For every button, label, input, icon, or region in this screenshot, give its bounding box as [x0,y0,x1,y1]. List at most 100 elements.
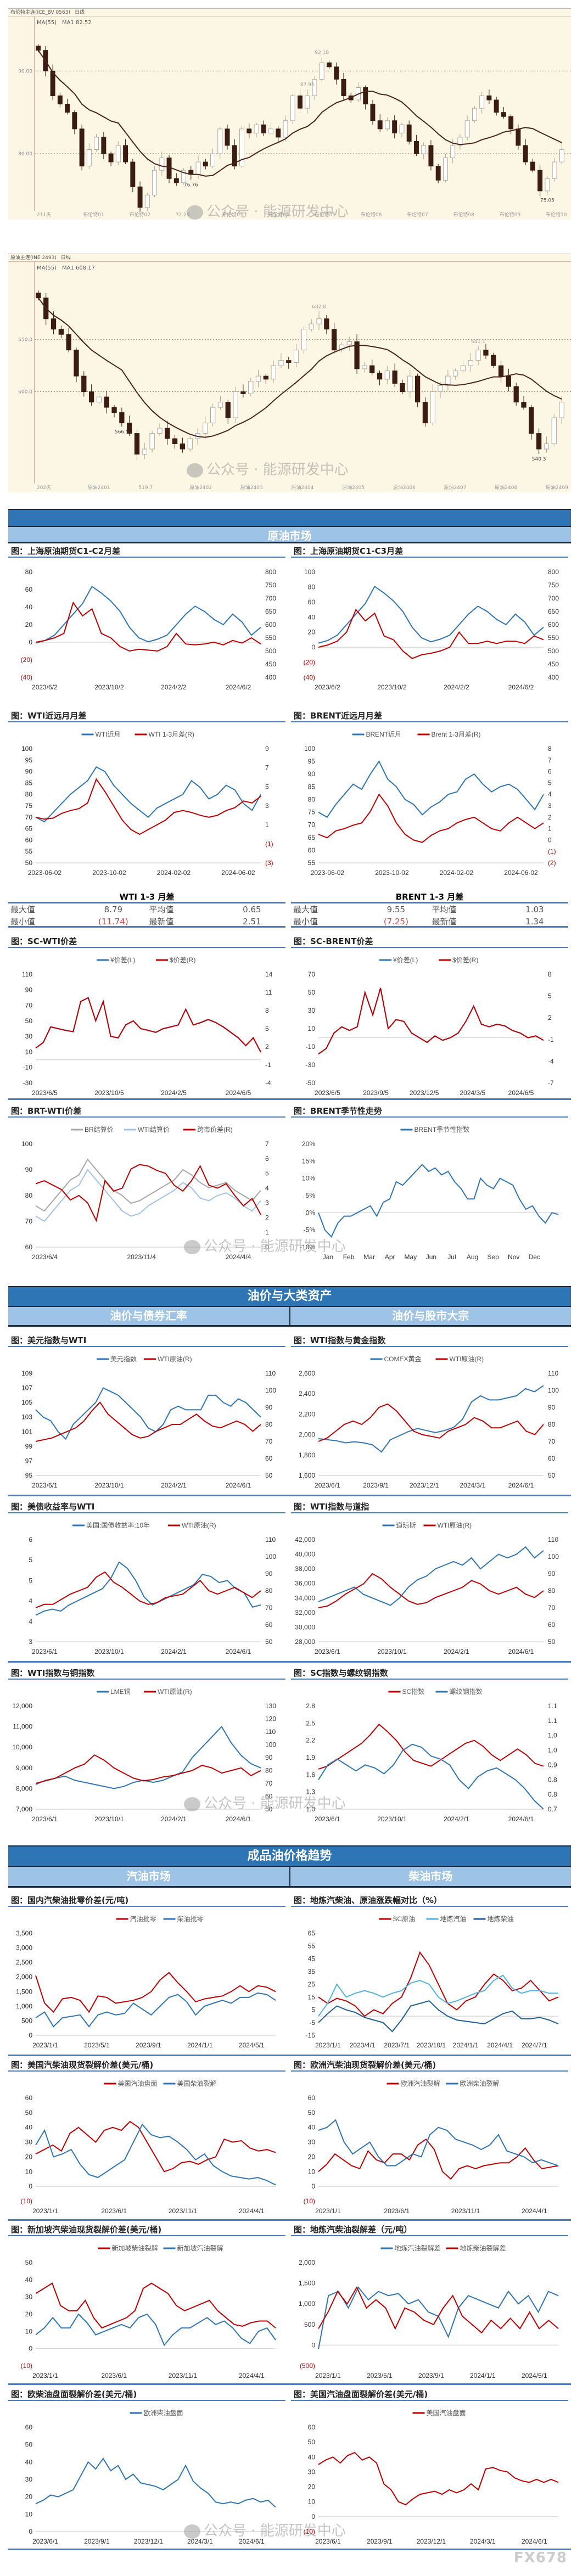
y-tick-label: 4 [29,1597,32,1605]
y-tick-label: 10,000 [12,1743,32,1751]
candle-body [559,402,564,418]
candle-body [494,99,499,113]
y-tick-label: 0 [311,643,315,651]
candle-body [319,62,324,80]
x-tick-label: 2023/10/2 [377,683,407,691]
candle-body [407,375,413,392]
y-tick-label: 50 [265,1805,273,1813]
y-tick-label: -50 [306,1079,316,1087]
legend-label: WTI结算价 [138,1125,170,1133]
chart-panel-brent-spread: 图：BRENT近远月月差 100 95 90 85 80 75 70 65 60 55 8 7 6 5 4 3 2… [291,709,568,882]
y-tick-label: 80.00 [18,151,32,157]
chart-plot: 1009590858075706560555097531(1)(3)2023-0… [21,731,273,877]
y-tick-label: 450 [265,660,276,668]
stats-title: WTI 1-3 月差 [8,890,285,903]
y-tick-label: 1,600 [299,1472,315,1479]
x-tick-label: 2024/6/1 [226,1815,251,1823]
x-tick-label: 2024/6/2 [226,683,251,691]
candle-body [516,128,521,146]
x-tick-label: 2023-10-02 [375,869,409,877]
series-line-0 [35,2282,276,2329]
label: 平均值 [149,905,174,914]
label: 最大值 [293,905,318,914]
y-tick-label: 40 [25,2276,33,2283]
avg-value: 1.03 [525,905,544,914]
y-tick-label: 85 [25,779,33,787]
period-dropdown[interactable]: 日线 [60,255,71,261]
y-tick-label: 70 [25,1217,33,1225]
y-tick-label: 80 [25,1192,33,1199]
candle-body [248,381,254,394]
legend-label: 地炼汽油 [440,1915,467,1923]
series-line-0 [318,1723,544,1770]
y-tick-label: 9,000 [16,1764,32,1772]
chart-title: 图：地炼汽柴油裂解差（元/吨） [291,2223,568,2236]
y-tick-label: 70 [548,1438,556,1445]
candle-body [479,96,485,109]
candle-body [263,375,268,380]
x-tick-label: 2023/1/1 [315,2372,341,2379]
candle-body [339,344,345,351]
y-tick-label: 50 [548,1638,556,1646]
subsection-title: 油价与股市大宗 [289,1307,572,1325]
candle-body [428,145,434,167]
y-tick-label: 85 [308,783,316,790]
y-tick-label: -4 [548,1057,554,1065]
candle-body [119,412,125,424]
x-tick-label: 布伦特06 [361,211,382,218]
y-tick-label: 7,000 [16,1805,32,1813]
y-tick-label: 50 [25,2109,33,2117]
candle-body [157,428,163,434]
legend-label: 地炼汽油裂解差 [395,2244,441,2252]
chart-background [8,16,571,220]
chart-panel-brt-wti: 图：BRT-WTI价差 100 90 80 70 60 7 6 5 4 3 2 1 0 2023/6/4 20… [8,1104,285,1266]
moving-average-line [37,50,562,177]
x-tick-label: 2023/10/1 [377,1815,407,1823]
x-tick-label: 2024/6/1 [508,1481,534,1489]
candle-body [475,350,481,361]
y-tick-label: 30 [25,2293,33,2301]
y-tick-label: 90 [308,770,316,778]
y-tick-label: -10 [23,1064,33,1071]
y-tick-label: 60 [25,2423,33,2431]
candle-body [111,407,117,413]
series-line-0 [318,760,544,818]
legend-label: 欧洲柴油盘面 [144,2409,183,2417]
legend-label: SC指数 [402,1687,425,1696]
x-tick-label: 2023/11/1 [169,2207,198,2215]
watermark: 公众号 · 能源研发中心 [187,458,349,479]
instrument-label[interactable]: 原油主连(INE 2493) [10,255,57,261]
candle-body [86,149,92,167]
x-tick-label: 2023/9/1 [367,2538,393,2545]
chart-title: 图：WTI近远月月差 [8,709,285,722]
series-line-1 [35,2313,276,2347]
candle-header: 布伦特主连(ICE_BV 0563) 日线 [8,9,571,16]
x-tick-label: 2023/6/1 [101,2372,127,2379]
x-tick-label: 2023/12/5 [410,1089,439,1097]
candle-body [172,438,178,445]
instrument-label[interactable]: 布伦特主连(ICE_BV 0563) [10,10,70,15]
series-line-0 [35,766,261,823]
y-tick-label: 650 [265,608,276,615]
legend-label: WTI近月 [96,731,121,738]
candle-body [406,124,412,142]
x-tick-label: 2023/6/1 [315,1815,340,1823]
x-tick-label: 原油2405 [342,484,365,491]
y-tick-label: 30,000 [295,1623,315,1631]
y-tick-label: 42,000 [295,1536,315,1544]
chart-plot: 110 90 70 50 30 10 -10 -30 14 11 8 5 2 -1 -4 2023/6/5 20… [22,956,273,1097]
x-tick-label: 2024/2/2 [444,683,469,691]
chart-panel-eu-diesel-futures: 图：欧柴油盘面裂解价差(美元/桶) 60 50 40 30 20 10 0 2023/6/1 20… [8,2388,285,2550]
x-tick-label: 2023/12/1 [134,2538,164,2545]
chart-panel-sc-rebar: 图：SC指数与螺纹钢指数 2.8 2.5 2.2 1.9 1.6 1.3 1.0 1.1 1.1 1… [291,1666,568,1828]
legend-label: 跨市价差(R) [197,1125,233,1133]
period-dropdown[interactable]: 日线 [74,10,85,15]
y-tick-label: -1 [265,1061,271,1069]
series-line-0 [35,1725,261,1789]
chart-title: 图：SC-WTI价差 [8,935,285,948]
x-tick-label: 2023/10/2 [94,683,124,691]
candle-body [173,178,179,183]
candle-body [96,396,102,403]
y-tick-label: 105 [21,1399,32,1406]
chart-title: 图：BRENT近远月月差 [291,709,568,722]
